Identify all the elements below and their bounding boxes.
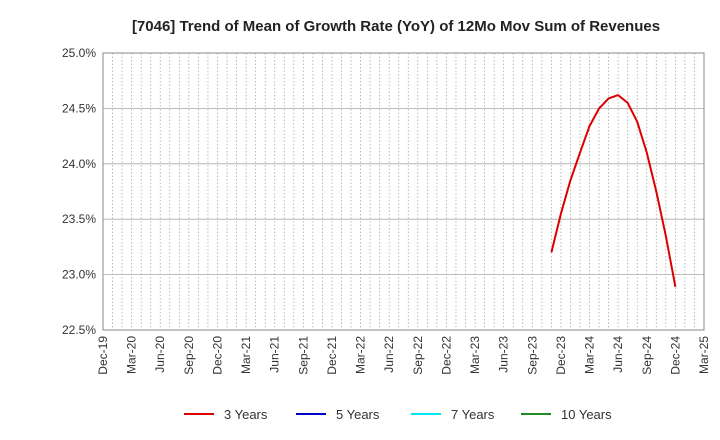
chart-title: [7046] Trend of Mean of Growth Rate (YoY… bbox=[132, 18, 660, 35]
x-tick-label: Dec-21 bbox=[325, 336, 339, 375]
x-tick-label: Dec-19 bbox=[96, 336, 110, 375]
x-tick-label: Sep-24 bbox=[640, 336, 654, 375]
y-tick-label: 23.0% bbox=[62, 268, 96, 282]
x-tick-label: Sep-21 bbox=[296, 336, 310, 375]
x-tick-label: Dec-22 bbox=[439, 336, 453, 375]
x-tick-label: Mar-21 bbox=[239, 336, 253, 374]
y-tick-label: 25.0% bbox=[62, 46, 96, 60]
legend-label: 3 Years bbox=[224, 407, 268, 422]
legend-label: 10 Years bbox=[561, 407, 612, 422]
x-tick-label: Sep-23 bbox=[525, 336, 539, 375]
x-axis: Dec-19 Mar-20 Jun-20 Sep-20 Dec-20 Mar-21 Jun-… bbox=[96, 336, 711, 375]
x-tick-label: Mar-25 bbox=[697, 336, 711, 374]
x-tick-label: Dec-23 bbox=[554, 336, 568, 375]
y-tick-label: 24.0% bbox=[62, 157, 96, 171]
legend: 3 Years 5 Years 7 Years 10 Years bbox=[184, 407, 612, 422]
series-lines bbox=[550, 94, 677, 287]
x-tick-label: Mar-20 bbox=[125, 336, 139, 374]
plot-area bbox=[102, 52, 705, 331]
x-tick-label: Dec-24 bbox=[668, 336, 682, 375]
series-line bbox=[550, 94, 677, 287]
x-tick-label: Jun-21 bbox=[268, 336, 282, 373]
x-tick-label: Dec-20 bbox=[210, 336, 224, 375]
y-axis: 22.5% 23.0% 23.5% 24.0% 24.5% 25.0% bbox=[62, 46, 96, 337]
x-tick-label: Jun-23 bbox=[497, 336, 511, 373]
x-tick-label: Jun-22 bbox=[382, 336, 396, 373]
x-tick-label: Sep-22 bbox=[411, 336, 425, 375]
x-tick-label: Mar-24 bbox=[583, 336, 597, 374]
y-tick-label: 22.5% bbox=[62, 323, 96, 337]
y-tick-label: 24.5% bbox=[62, 101, 96, 115]
x-tick-label: Sep-20 bbox=[182, 336, 196, 375]
legend-label: 7 Years bbox=[451, 407, 495, 422]
y-tick-label: 23.5% bbox=[62, 212, 96, 226]
grid bbox=[103, 52, 704, 331]
x-tick-label: Jun-24 bbox=[611, 336, 625, 373]
x-tick-label: Jun-20 bbox=[153, 336, 167, 373]
x-tick-label: Mar-22 bbox=[354, 336, 368, 374]
legend-label: 5 Years bbox=[336, 407, 380, 422]
x-tick-label: Mar-23 bbox=[468, 336, 482, 374]
